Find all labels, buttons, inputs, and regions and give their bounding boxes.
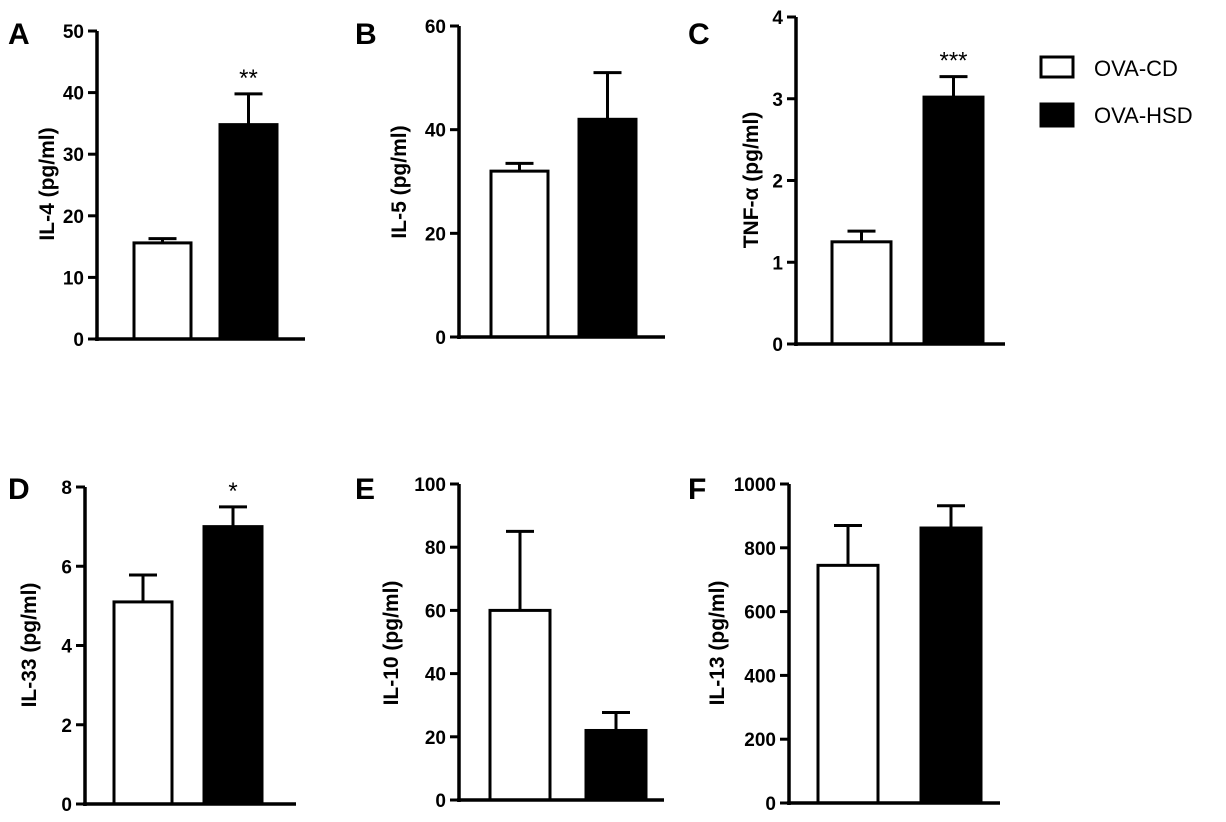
y-tick-label: 20 — [425, 728, 446, 749]
y-axis-label: IL-5 (pg/ml) — [388, 125, 411, 238]
y-tick-label: 2 — [772, 172, 783, 193]
y-tick-label: 20 — [425, 224, 446, 245]
y-tick-label: 3 — [772, 90, 783, 111]
y-tick-label: 8 — [61, 478, 72, 499]
y-tick-label: 100 — [414, 475, 446, 496]
panel-letter: F — [688, 473, 706, 506]
bar-ova-hsd — [922, 95, 985, 346]
panel-f: F IL-13 (pg/ml) 0 200 400 600 800 1000 — [688, 473, 1000, 815]
bar-ova-hsd — [584, 728, 648, 802]
bar-ova-cd — [488, 608, 552, 802]
y-axis-label: IL-4 (pg/ml) — [36, 127, 59, 240]
y-tick-label: 2 — [61, 716, 72, 737]
panel-letter: C — [688, 18, 710, 51]
panel-letter: D — [8, 473, 30, 506]
y-tick-label: 4 — [772, 8, 783, 29]
y-tick-label: 200 — [744, 730, 776, 751]
y-tick-label: 50 — [63, 22, 84, 43]
y-tick-label: 60 — [425, 601, 446, 622]
bar-ova-hsd — [577, 117, 638, 339]
panel-b: B IL-5 (pg/ml) 0 20 40 60 — [355, 17, 665, 349]
panel-c: C TNF-α (pg/ml) *** 0 1 2 3 4 — [688, 8, 1005, 356]
bar-ova-cd — [132, 241, 193, 341]
y-tick-label: 1 — [772, 253, 783, 274]
bar-ova-hsd — [202, 525, 264, 806]
y-tick-label: 0 — [765, 794, 776, 815]
y-tick-label: 6 — [61, 557, 72, 578]
y-tick-label: 600 — [744, 603, 776, 624]
significance-label: * — [228, 478, 237, 505]
y-tick-label: 0 — [61, 795, 72, 816]
y-tick-label: 0 — [435, 328, 446, 349]
plot-area: * 0 2 4 6 8 — [61, 478, 296, 816]
y-tick-label: 400 — [744, 666, 776, 687]
plot-area: 0 200 400 600 800 1000 — [734, 475, 1000, 815]
y-tick-label: 0 — [73, 330, 84, 351]
plot-area: 0 20 40 60 — [425, 17, 665, 349]
y-tick-label: 40 — [63, 84, 84, 105]
y-axis-label: TNF-α (pg/ml) — [740, 112, 763, 249]
y-tick-label: 0 — [435, 791, 446, 812]
bar-ova-cd — [112, 600, 174, 806]
y-tick-label: 4 — [61, 637, 72, 658]
panel-letter: A — [8, 18, 30, 51]
legend-swatch-ova-hsd — [1039, 102, 1075, 128]
panel-a: A IL-4 (pg/ml) ** 0 10 20 30 40 50 — [8, 18, 305, 351]
y-tick-label: 30 — [63, 145, 84, 166]
bar-ova-cd — [830, 240, 893, 346]
panel-letter: E — [355, 473, 375, 506]
panel-e: E IL-10 (pg/ml) 0 20 40 60 80 100 — [355, 473, 664, 812]
bar-ova-hsd — [218, 123, 279, 341]
y-axis-label: IL-13 (pg/ml) — [706, 581, 729, 706]
significance-label: *** — [939, 48, 967, 75]
legend-entry-ova-hsd: OVA-HSD — [1039, 102, 1193, 128]
legend-label-ova-cd: OVA-CD — [1094, 56, 1178, 81]
legend: OVA-CD OVA-HSD — [1039, 55, 1193, 128]
y-tick-label: 20 — [63, 207, 84, 228]
panel-d: D IL-33 (pg/ml) * 0 2 4 6 8 — [8, 473, 296, 816]
plot-area: 0 20 40 60 80 100 — [414, 475, 664, 812]
y-tick-label: 80 — [425, 538, 446, 559]
y-tick-label: 40 — [425, 121, 446, 142]
bar-ova-cd — [816, 563, 880, 805]
panel-letter: B — [355, 18, 377, 51]
y-tick-label: 1000 — [734, 475, 776, 496]
y-axis-label: IL-10 (pg/ml) — [380, 581, 403, 706]
legend-label-ova-hsd: OVA-HSD — [1094, 103, 1193, 128]
y-axis-label: IL-33 (pg/ml) — [18, 583, 41, 708]
bar-ova-cd — [489, 169, 550, 339]
y-tick-label: 40 — [425, 665, 446, 686]
significance-label: ** — [239, 65, 258, 92]
y-tick-label: 60 — [425, 17, 446, 38]
legend-swatch-ova-cd — [1039, 55, 1075, 79]
plot-area: ** 0 10 20 30 40 50 — [63, 22, 305, 351]
y-tick-label: 10 — [63, 268, 84, 289]
plot-area: *** 0 1 2 3 4 — [772, 8, 1005, 356]
y-tick-label: 0 — [772, 335, 783, 356]
bar-ova-hsd — [919, 526, 983, 805]
legend-entry-ova-cd: OVA-CD — [1039, 55, 1178, 81]
y-tick-label: 800 — [744, 539, 776, 560]
